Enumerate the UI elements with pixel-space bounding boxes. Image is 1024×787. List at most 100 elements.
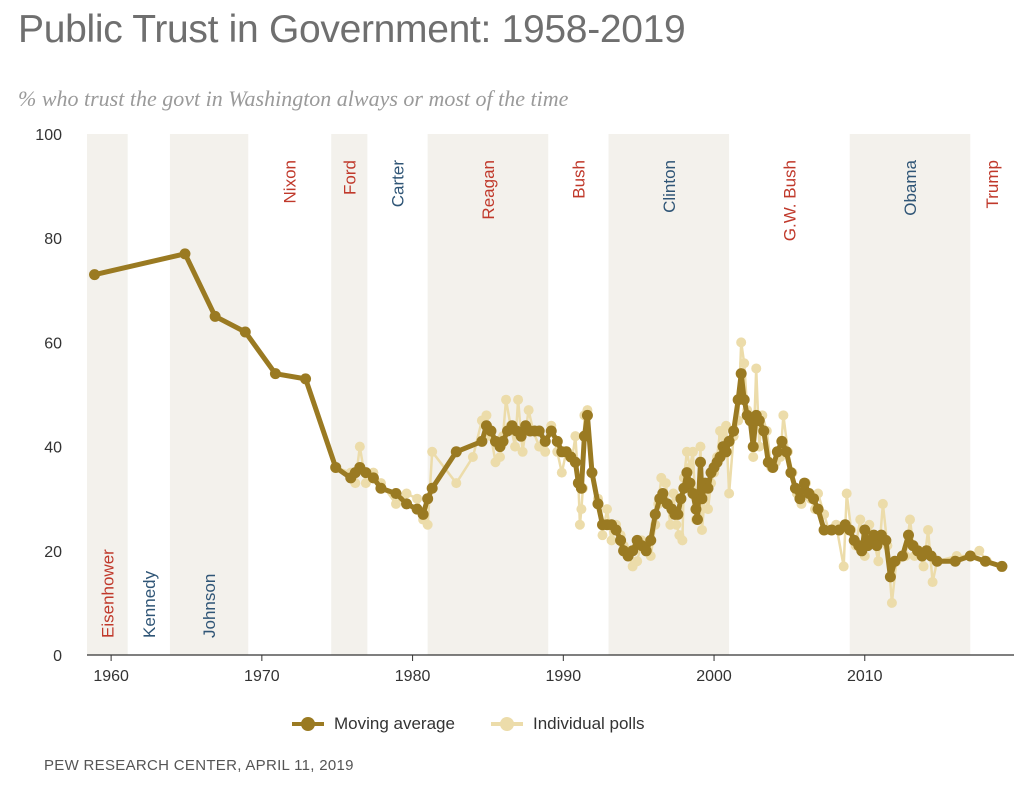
moving-average-point (539, 435, 551, 447)
term-shade-reagan (427, 134, 549, 655)
president-label-ford: Ford (340, 160, 359, 195)
y-tick-label: 80 (44, 231, 62, 248)
moving-average-point (949, 555, 961, 567)
moving-average-point (896, 550, 908, 562)
moving-average-point (545, 425, 557, 437)
moving-average-point (657, 487, 669, 499)
moving-average-point (592, 498, 604, 510)
moving-average-point (578, 430, 590, 442)
moving-average-point (640, 545, 652, 557)
moving-average-point (672, 508, 684, 520)
moving-average-point (627, 545, 639, 557)
moving-average-point (738, 394, 750, 406)
legend-item-moving-average[interactable]: Moving average (292, 714, 455, 734)
moving-average-point (776, 435, 788, 447)
poll-point (724, 488, 735, 499)
president-label-clinton: Clinton (660, 160, 679, 213)
x-tick-label: 1970 (244, 668, 280, 685)
x-tick-label: 1990 (546, 668, 582, 685)
moving-average-point (675, 493, 687, 505)
poll-point (510, 441, 521, 452)
moving-average-point (794, 493, 806, 505)
moving-average-point (575, 482, 587, 494)
poll-point (748, 452, 759, 463)
legend-item-individual-polls[interactable]: Individual polls (490, 714, 645, 734)
poll-point (556, 467, 567, 478)
poll-point (703, 504, 714, 515)
poll-point (451, 478, 462, 489)
moving-average-point (610, 524, 622, 536)
president-shading (87, 134, 971, 655)
moving-average-point (720, 446, 732, 458)
moving-average-point (859, 524, 871, 536)
source-note: PEW RESEARCH CENTER, APRIL 11, 2019 (44, 757, 354, 774)
moving-average-point (239, 326, 251, 338)
president-label-g-w-bush: G.W. Bush (780, 160, 799, 241)
president-label-kennedy: Kennedy (140, 570, 159, 638)
president-label-carter: Carter (389, 160, 408, 208)
poll-point (751, 363, 762, 374)
moving-average-point (687, 487, 699, 499)
moving-average-point (871, 540, 883, 552)
moving-average-point (690, 503, 702, 515)
moving-average-point (485, 425, 497, 437)
poll-point (513, 394, 524, 405)
moving-average-point (581, 409, 593, 421)
poll-point (495, 452, 506, 463)
moving-average-point (209, 310, 221, 322)
poll-point (597, 530, 608, 541)
poll-point (501, 394, 512, 405)
poll-point (687, 446, 698, 457)
moving-average-point (450, 446, 462, 458)
moving-average-point (844, 524, 856, 536)
moving-average-point (780, 446, 792, 458)
chart-legend: Moving average Individual polls (292, 714, 680, 734)
moving-average-point (868, 529, 880, 541)
y-tick-label: 100 (35, 127, 62, 144)
legend-label-moving-average: Moving average (334, 714, 455, 733)
poll-point (838, 561, 849, 572)
moving-average-point (401, 498, 413, 510)
moving-average-point (300, 373, 312, 385)
poll-point (422, 519, 433, 530)
poll-point (841, 488, 852, 499)
moving-average-point (330, 461, 342, 473)
moving-average-point (649, 508, 661, 520)
poll-point (974, 545, 985, 556)
poll-point (517, 446, 528, 457)
moving-average-point (771, 446, 783, 458)
poll-point (886, 597, 897, 608)
moving-average-point (747, 441, 759, 453)
president-labels: Eisenhower Kennedy Johnson Nixon Ford Carter R… (98, 159, 1002, 638)
moving-average-point (476, 435, 488, 447)
moving-average-point (179, 248, 191, 260)
poll-point (877, 498, 888, 509)
poll-point (360, 478, 371, 489)
y-tick-label: 20 (44, 544, 62, 561)
moving-average-point (826, 524, 838, 536)
poll-point (873, 556, 884, 567)
poll-point (668, 488, 679, 499)
poll-point (927, 577, 938, 588)
moving-average-point (818, 524, 830, 536)
poll-point (481, 410, 492, 421)
poll-point (576, 504, 587, 515)
poll-point (923, 524, 934, 535)
legend-label-individual-polls: Individual polls (532, 714, 645, 733)
moving-average-point (390, 487, 402, 499)
moving-average-point (417, 508, 429, 520)
poll-point (695, 441, 706, 452)
moving-average-point (684, 477, 696, 489)
moving-average-point (785, 467, 797, 479)
president-label-nixon: Nixon (281, 160, 300, 203)
moving-average-point (269, 368, 281, 380)
moving-average-point (964, 550, 976, 562)
poll-point (721, 420, 732, 431)
term-shade-obama (849, 134, 971, 655)
moving-average-series (89, 248, 1008, 583)
poll-point (540, 446, 551, 457)
moving-average-point (812, 503, 824, 515)
x-tick-label: 2000 (696, 668, 732, 685)
individual-polls-swatch-icon (490, 717, 523, 731)
term-shade-ford (331, 134, 368, 655)
